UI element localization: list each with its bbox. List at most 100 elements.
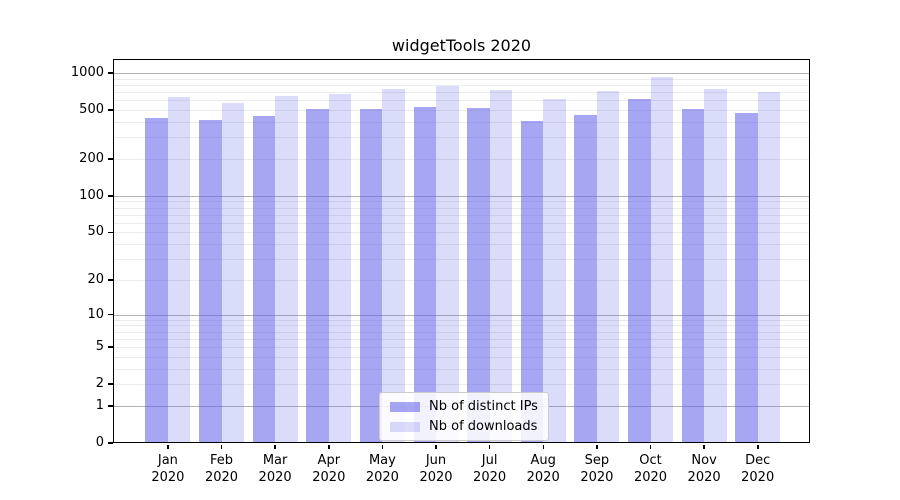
bar-distinct-ips	[145, 118, 168, 443]
bar-distinct-ips	[628, 99, 651, 443]
gridline-minor	[113, 92, 810, 94]
gridline-major	[113, 195, 810, 197]
y-tick-mark	[108, 72, 113, 74]
gridline-minor	[113, 259, 810, 261]
gridline-major	[113, 73, 810, 74]
y-tick-mark	[108, 158, 113, 160]
x-tick-month: Jul	[481, 453, 498, 468]
gridline-minor	[113, 207, 810, 209]
y-tick-label: 100	[79, 187, 104, 203]
y-tick-mark	[108, 405, 113, 407]
legend: Nb of distinct IPs Nb of downloads	[379, 392, 549, 441]
gridline-minor	[113, 222, 810, 224]
x-tick-mark	[167, 444, 169, 449]
x-tick-label: Nov 2020	[688, 452, 721, 486]
x-tick-month: May	[368, 453, 396, 468]
bar-downloads	[167, 96, 191, 443]
y-tick-label: 50	[87, 224, 104, 240]
bar-downloads	[596, 90, 620, 443]
y-tick-mark	[108, 383, 113, 385]
x-tick-month: Nov	[691, 453, 717, 468]
bar-distinct-ips	[306, 109, 329, 443]
bar-distinct-ips	[252, 115, 276, 443]
y-tick-mark	[108, 279, 113, 281]
legend-row-distinct-ips: Nb of distinct IPs	[390, 399, 538, 414]
gridline-minor	[113, 325, 810, 327]
x-tick-mark	[274, 444, 276, 449]
gridline-minor	[113, 338, 810, 340]
x-tick-month: Jun	[425, 453, 447, 468]
x-tick-month: Dec	[745, 453, 771, 468]
legend-swatch-downloads	[390, 421, 420, 432]
y-tick-label: 1000	[70, 65, 104, 80]
gridline-minor	[113, 201, 810, 203]
x-tick-label: Jun 2020	[419, 452, 452, 486]
legend-label-downloads: Nb of downloads	[429, 419, 538, 434]
x-tick-label: Feb 2020	[205, 452, 238, 486]
x-tick-month: Feb	[209, 453, 234, 468]
plot-area: Nb of distinct IPs Nb of downloads	[113, 59, 810, 443]
x-tick-label: Dec 2020	[741, 452, 774, 486]
x-tick-label: Jul 2020	[473, 452, 506, 486]
x-tick-year: 2020	[526, 470, 560, 485]
y-tick-mark	[108, 346, 113, 348]
bar-downloads	[757, 92, 781, 443]
gridline-minor	[113, 137, 810, 139]
x-tick-month: Oct	[639, 453, 662, 468]
x-tick-label: Mar 2020	[259, 452, 292, 486]
x-tick-year: 2020	[473, 470, 507, 485]
x-tick-month: Jan	[157, 453, 178, 468]
gridline-minor	[113, 279, 810, 281]
bar-distinct-ips	[413, 106, 436, 443]
x-tick-label: Apr 2020	[312, 452, 345, 486]
gridline-minor	[113, 347, 810, 348]
y-tick-label: 10	[87, 306, 104, 322]
x-tick-mark	[703, 444, 705, 449]
legend-swatch-distinct-ips	[390, 401, 420, 412]
x-tick-month: Sep	[584, 453, 610, 468]
x-tick-mark	[542, 444, 544, 449]
gridline-major	[113, 314, 810, 316]
x-tick-label: May 2020	[366, 452, 399, 486]
x-tick-mark	[381, 444, 384, 449]
y-tick-label: 200	[79, 151, 104, 166]
bar-downloads	[275, 96, 298, 443]
x-tick-mark	[488, 444, 491, 449]
bar-downloads	[489, 89, 513, 443]
bar-distinct-ips	[359, 109, 383, 443]
x-tick-month: Apr	[317, 453, 341, 468]
bar-distinct-ips	[681, 109, 705, 443]
x-tick-mark	[220, 444, 223, 449]
gridline-minor	[113, 122, 810, 123]
y-tick-mark	[108, 231, 113, 234]
gridline-minor	[113, 384, 810, 386]
x-tick-year: 2020	[312, 470, 346, 485]
x-tick-year: 2020	[258, 470, 292, 485]
gridline-minor	[113, 368, 810, 370]
y-tick-mark	[108, 195, 113, 197]
y-tick-label: 0	[95, 435, 104, 450]
x-tick-label: Oct 2020	[634, 452, 667, 486]
bar-downloads	[436, 85, 459, 443]
gridline-minor	[113, 331, 810, 333]
x-tick-year: 2020	[687, 470, 721, 485]
gridline-minor	[113, 319, 810, 321]
x-tick-label: Sep 2020	[580, 452, 613, 486]
bar-downloads	[650, 77, 673, 443]
x-tick-mark	[596, 444, 598, 449]
gridline-minor	[113, 100, 810, 102]
x-tick-month: Aug	[530, 453, 556, 468]
bar-distinct-ips	[199, 120, 222, 443]
x-tick-mark	[649, 444, 652, 449]
y-tick-label: 5	[95, 339, 104, 354]
y-tick-label: 1	[95, 397, 104, 413]
gridline-minor	[113, 356, 810, 358]
bar-downloads	[543, 99, 566, 443]
x-tick-year: 2020	[419, 470, 453, 485]
x-tick-mark	[328, 444, 330, 449]
bar-downloads	[221, 103, 244, 443]
legend-row-downloads: Nb of downloads	[390, 419, 538, 434]
y-tick-mark	[108, 109, 113, 111]
y-tick-mark	[108, 442, 113, 444]
